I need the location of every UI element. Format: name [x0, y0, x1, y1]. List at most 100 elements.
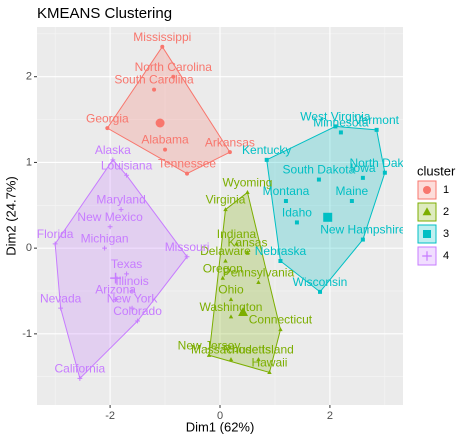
centroid: [323, 212, 333, 222]
point: [206, 352, 212, 357]
point: [118, 207, 124, 212]
point: [256, 280, 261, 285]
point: [374, 127, 379, 132]
point-label: Mississippi: [133, 30, 191, 44]
point-label: Alaska: [95, 143, 131, 157]
point-label: New Hampshire: [320, 223, 406, 237]
point-label: New Jersey: [178, 338, 241, 352]
point-label: Washington: [200, 300, 263, 314]
point-label: Florida: [37, 227, 74, 241]
point: [228, 314, 234, 319]
point: [124, 172, 129, 178]
legend-symbol: [423, 230, 431, 238]
point: [52, 241, 58, 247]
x-tick-label: 0: [217, 410, 223, 422]
chart-title: KMEANS Clustering: [37, 5, 172, 22]
point: [228, 357, 234, 362]
point: [256, 357, 261, 362]
point: [333, 124, 338, 129]
legend-label: 2: [443, 206, 449, 218]
grid: [37, 27, 403, 405]
point-label: Vermont: [354, 113, 399, 127]
point: [360, 175, 365, 180]
legend-symbol: [422, 207, 432, 216]
point: [245, 190, 250, 195]
point: [294, 220, 299, 225]
point: [278, 259, 283, 263]
point: [227, 150, 232, 155]
point: [223, 258, 228, 263]
point-label: Oregon: [203, 261, 243, 275]
point-label: Texas: [111, 257, 142, 271]
point: [316, 177, 321, 182]
point: [113, 297, 118, 302]
legend-title: cluster: [417, 163, 456, 178]
point: [58, 305, 64, 311]
point-label: Arkansas: [205, 135, 255, 149]
point-label: Delaware: [200, 244, 251, 258]
point: [171, 74, 176, 79]
point-label: North Dakota: [350, 156, 421, 170]
point: [107, 224, 113, 230]
y-tick-label: 0: [26, 242, 32, 254]
point: [110, 157, 116, 163]
centroid: [155, 118, 165, 128]
point: [234, 241, 239, 246]
point-label: California: [55, 362, 106, 376]
point: [129, 305, 135, 311]
point-label: Tennessee: [158, 157, 216, 171]
point: [160, 44, 165, 49]
point: [152, 87, 157, 92]
cluster-hull: [54, 159, 188, 380]
point-label: New Mexico: [77, 210, 143, 224]
point-label: South Carolina: [114, 73, 194, 87]
point-label: Virginia: [206, 193, 246, 207]
point: [264, 157, 269, 162]
point-label: Indiana: [217, 227, 257, 241]
point-label: Ohio: [218, 283, 244, 297]
point-label: North Carolina: [135, 60, 213, 74]
point: [185, 171, 190, 176]
point-label: Maine: [336, 184, 369, 198]
point-label: Missouri: [165, 240, 210, 254]
point-label: Illinois: [115, 274, 148, 288]
point: [360, 237, 365, 242]
point-label: Maryland: [96, 193, 145, 207]
point: [77, 376, 83, 381]
point-label: Kansas: [227, 236, 267, 250]
point: [228, 297, 234, 302]
point-label: Hawaii: [251, 356, 287, 370]
point: [124, 271, 129, 277]
legend-label: 3: [443, 228, 449, 240]
point: [105, 126, 110, 131]
point-label: Michigan: [81, 231, 129, 245]
point-label: New York: [107, 291, 159, 305]
point: [220, 275, 225, 280]
legend-label: 1: [443, 184, 449, 196]
point-label: Nebraska: [255, 244, 307, 258]
point: [318, 289, 323, 294]
point-label: Georgia: [86, 111, 129, 125]
legend-label: 4: [443, 250, 449, 262]
point: [163, 147, 168, 152]
y-axis-label: Dim2 (24.7%): [3, 176, 18, 255]
point-label: West Virginia: [300, 110, 371, 124]
centroid: [110, 272, 121, 284]
point-label: Kentucky: [242, 143, 291, 157]
legend-symbol: [423, 186, 431, 194]
x-tick-label: -2: [105, 410, 115, 422]
point-label: Alabama: [141, 133, 189, 147]
centroid: [238, 307, 249, 317]
point-label: Wisconsin: [293, 275, 348, 289]
point-label: Colorado: [113, 304, 162, 318]
point-label: Minnesota: [313, 116, 369, 130]
point-label: Massachusetts: [191, 343, 271, 357]
point: [283, 199, 288, 203]
point: [349, 199, 354, 203]
point-label: Idaho: [282, 206, 312, 220]
point-label: Wyoming: [223, 176, 273, 190]
y-tick-label: 2: [26, 71, 32, 83]
point-label: Arizona: [95, 283, 136, 297]
